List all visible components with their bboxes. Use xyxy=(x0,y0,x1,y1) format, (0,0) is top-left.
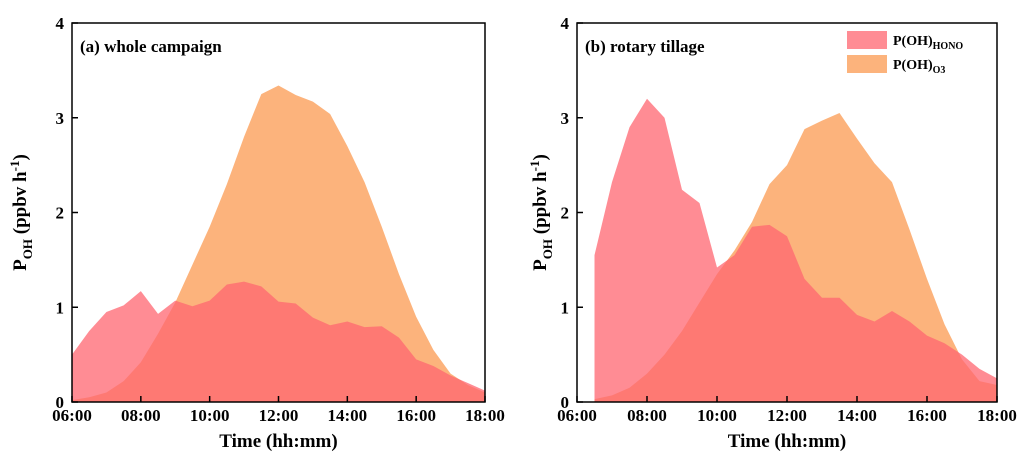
legend-label: P(OH)HONO xyxy=(893,34,963,52)
y-title-sup: -1 xyxy=(7,161,22,172)
y-title-part: P xyxy=(10,259,31,271)
legend-subscript: HONO xyxy=(933,41,964,52)
x-tick-label: 06:00 xyxy=(557,406,597,425)
x-tick-label: 06:00 xyxy=(52,406,92,425)
y-title-sup: -1 xyxy=(527,161,542,172)
x-tick-label: 08:00 xyxy=(627,406,667,425)
x-tick-label: 12:00 xyxy=(767,406,807,425)
y-title-sub: OH xyxy=(20,239,35,259)
x-tick-label: 14:00 xyxy=(327,406,367,425)
area xyxy=(594,98,997,403)
y-tick-label: 3 xyxy=(561,109,570,128)
x-tick-label: 10:00 xyxy=(190,406,230,425)
legend-label: P(OH)O3 xyxy=(893,58,945,76)
y-axis-title: POH (ppbv h-1) xyxy=(527,154,555,271)
y-tick-label: 3 xyxy=(56,109,65,128)
y-tick-label: 0 xyxy=(561,393,570,412)
y-axis-title: POH (ppbv h-1) xyxy=(7,154,35,271)
y-title-part: (ppbv h xyxy=(530,171,551,239)
y-tick-label: 4 xyxy=(561,14,570,33)
y-tick-label: 0 xyxy=(56,393,65,412)
x-tick-label: 08:00 xyxy=(121,406,161,425)
y-title-sub: OH xyxy=(540,239,555,259)
panel-annotation: (a) whole campaign xyxy=(80,37,222,56)
legend-swatch xyxy=(847,31,887,49)
x-axis-title: Time (hh:mm) xyxy=(219,431,337,452)
y-title-part: P xyxy=(530,259,551,271)
x-tick-label: 16:00 xyxy=(396,406,436,425)
y-tick-label: 2 xyxy=(561,204,570,223)
x-tick-label: 10:00 xyxy=(697,406,737,425)
x-tick-label: 18:00 xyxy=(465,406,505,425)
y-tick-label: 2 xyxy=(56,204,65,223)
legend-subscript: O3 xyxy=(933,65,946,76)
chart-panel: 0 1 2 3 4 06:00 08:00 10:00 12:00 14:00 16:00 18:00… xyxy=(527,14,1017,452)
panel-annotation: (b) rotary tillage xyxy=(585,37,705,56)
legend-name: P(OH) xyxy=(893,58,933,73)
legend-swatch xyxy=(847,55,887,73)
x-tick-label: 14:00 xyxy=(837,406,877,425)
y-title-part: ) xyxy=(10,154,31,160)
area xyxy=(72,281,485,402)
x-tick-label: 12:00 xyxy=(259,406,299,425)
y-tick-label: 4 xyxy=(56,14,65,33)
chart-panel: 0 1 2 3 4 06:00 08:00 10:00 12:00 14:00 16:00 18:00… xyxy=(7,14,505,452)
legend-name: P(OH) xyxy=(893,34,933,49)
y-tick-label: 1 xyxy=(56,298,65,317)
y-title-part: ) xyxy=(530,154,551,160)
y-tick-label: 1 xyxy=(561,298,570,317)
x-tick-label: 16:00 xyxy=(907,406,947,425)
x-tick-label: 18:00 xyxy=(977,406,1017,425)
x-axis-title: Time (hh:mm) xyxy=(728,431,846,452)
y-title-part: (ppbv h xyxy=(10,171,31,239)
